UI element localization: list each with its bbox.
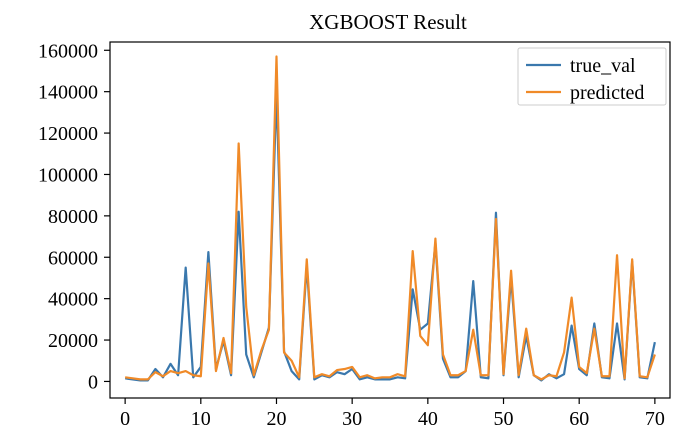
y-tick-label: 0	[88, 371, 98, 393]
x-tick-label: 60	[569, 408, 589, 430]
y-tick-label: 20000	[48, 330, 98, 352]
x-tick-label: 10	[191, 408, 211, 430]
y-tick-label: 140000	[38, 82, 98, 104]
x-tick-label: 50	[494, 408, 514, 430]
x-tick-label: 40	[418, 408, 438, 430]
legend: true_val predicted	[517, 47, 667, 106]
x-tick-label: 70	[645, 408, 665, 430]
chart-title: XGBOOST Result	[309, 10, 467, 34]
plot-lines	[124, 55, 656, 382]
series-line-predicted	[124, 55, 656, 381]
x-tick-label: 0	[120, 408, 130, 430]
y-tick-label: 120000	[38, 123, 98, 145]
legend-box	[517, 47, 667, 106]
x-tick-label: 20	[266, 408, 286, 430]
y-axis: 0 20000 40000 60000 80000 100000 120000 140000 1…	[38, 40, 110, 393]
y-tick-label: 60000	[48, 247, 98, 269]
legend-label-true-val: true_val	[570, 55, 636, 77]
y-tick-label: 160000	[38, 40, 98, 62]
y-tick-label: 40000	[48, 289, 98, 311]
plot-frame	[109, 41, 671, 399]
x-axis: 0 10 20 30 40 50 60 70	[120, 398, 665, 430]
x-tick-label: 30	[342, 408, 362, 430]
y-tick-label: 100000	[38, 164, 98, 186]
y-tick-label: 80000	[48, 206, 98, 228]
legend-label-predicted: predicted	[570, 82, 644, 104]
